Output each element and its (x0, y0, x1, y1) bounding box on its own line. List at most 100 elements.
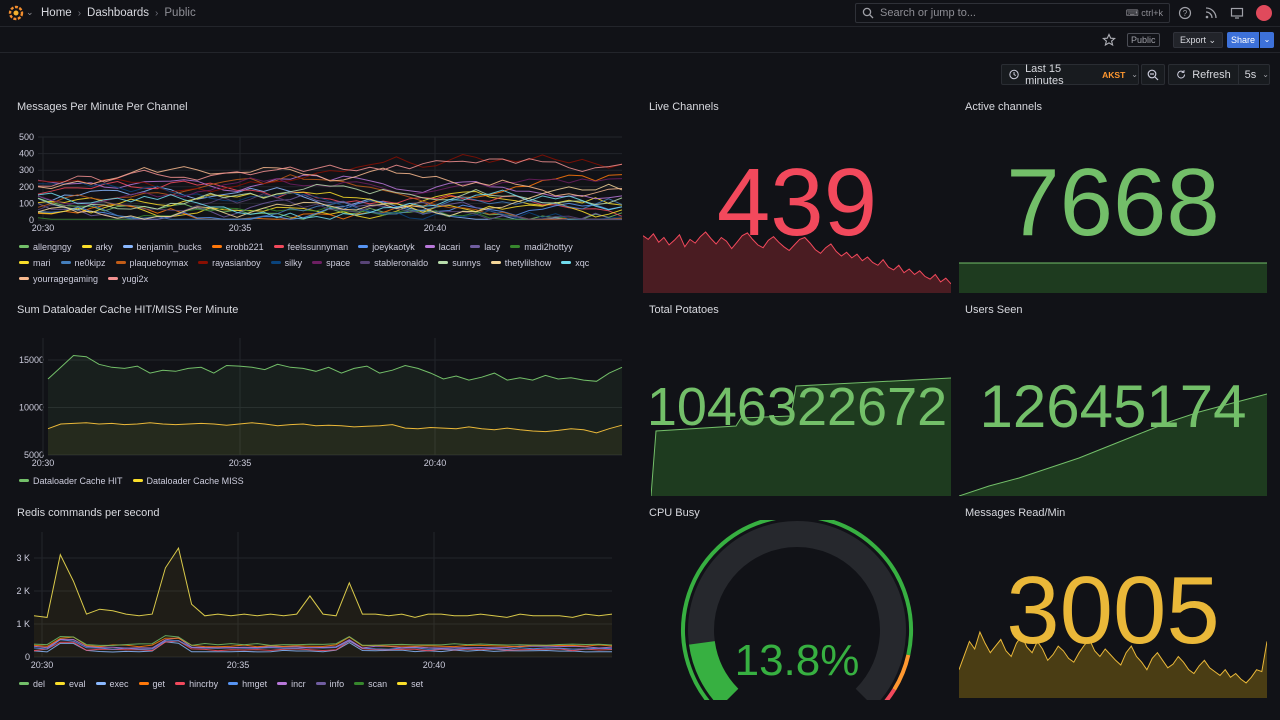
legend-swatch (312, 261, 323, 264)
zoom-out-button[interactable] (1141, 64, 1165, 85)
panel-title: Active channels (965, 101, 1043, 113)
legend-item[interactable]: madi2hottyy (510, 240, 573, 253)
keyboard-icon: ⌨ (1125, 8, 1139, 18)
time-range-picker[interactable]: Last 15 minutes AKST ⌄ (1001, 63, 1139, 87)
messages-timeseries-chart[interactable]: 500 400 300 200 100 020:30 20:35 20:40 (10, 125, 626, 237)
legend-label: erobb221 (225, 241, 264, 252)
messages-read-sparkline (959, 630, 1267, 698)
legend-item[interactable]: scan (354, 677, 387, 690)
refresh-label: Refresh (1192, 68, 1231, 81)
series-area (48, 422, 622, 455)
legend-label: exec (109, 678, 129, 689)
clock-icon (1009, 69, 1019, 80)
legend-item[interactable]: del (19, 677, 45, 690)
breadcrumb-home[interactable]: Home (41, 7, 72, 19)
legend-swatch (438, 261, 449, 264)
legend-item[interactable]: space (312, 256, 350, 269)
legend-item[interactable]: allengngy (19, 240, 72, 253)
refresh-divider (1237, 65, 1239, 84)
live-channels-sparkline (643, 231, 951, 293)
legend-item[interactable]: arky (81, 240, 113, 253)
legend-swatch (360, 261, 371, 264)
legend-item[interactable]: get (138, 677, 165, 690)
legend-label: eval (69, 678, 86, 689)
legend-item[interactable]: stableronaldo (360, 256, 428, 269)
legend-item[interactable]: plaqueboymax (115, 256, 188, 269)
news-feed-icon[interactable] (1204, 6, 1218, 20)
kiosk-mode-icon[interactable] (1230, 6, 1244, 20)
legend-item[interactable]: rayasianboy (198, 256, 261, 269)
star-icon[interactable] (1102, 33, 1116, 47)
legend-label: info (329, 678, 345, 689)
legend-item[interactable]: thetylilshow (490, 256, 552, 269)
series-line (33, 546, 613, 618)
export-button[interactable]: Export ⌄ (1173, 32, 1224, 48)
refresh-interval-picker[interactable]: 5s (1244, 68, 1257, 81)
legend-item[interactable]: Dataloader Cache HIT (19, 474, 123, 487)
live-channels-value: 439 (716, 149, 878, 256)
legend-swatch (270, 261, 281, 264)
legend-item[interactable]: yugi2x (108, 272, 148, 285)
legend-item[interactable]: xqc (561, 256, 589, 269)
legend-item[interactable]: yourragegaming (19, 272, 98, 285)
legend-label: silky (284, 257, 303, 268)
logo-menu-chevron-icon[interactable]: ⌄ (26, 7, 34, 17)
legend-label: space (326, 257, 351, 268)
series-line (37, 158, 623, 187)
legend-item[interactable]: erobb221 (211, 240, 264, 253)
legend-item[interactable]: set (397, 677, 423, 690)
legend-item[interactable]: hincrby (175, 677, 218, 690)
share-dropdown-button[interactable]: ⌄ (1260, 32, 1274, 48)
user-avatar[interactable] (1256, 5, 1272, 21)
search-input[interactable]: Search or jump to... ⌨ ctrl+k (855, 3, 1170, 23)
legend-item[interactable]: sunnys (438, 256, 481, 269)
legend-item[interactable]: ne0kipz (60, 256, 106, 269)
legend-item[interactable]: benjamin_bucks (122, 240, 202, 253)
legend-swatch (277, 682, 288, 685)
sparkline-line (959, 630, 1267, 684)
legend-swatch (424, 245, 435, 248)
gauge-track (688, 521, 906, 700)
share-button[interactable]: Share (1227, 32, 1259, 48)
refresh-button[interactable]: Refresh 5s ⌄ (1168, 64, 1270, 85)
legend-label: hmget (242, 678, 268, 689)
legend-swatch (55, 682, 66, 685)
legend-swatch (60, 261, 71, 264)
legend-item[interactable]: joeykaotyk (358, 240, 415, 253)
search-placeholder: Search or jump to... (880, 7, 976, 19)
legend-label: allengngy (33, 241, 72, 252)
legend-label: lacari (438, 241, 461, 252)
y-tick-label: 3 K (16, 553, 30, 563)
active-channels-sparkline (959, 262, 1267, 293)
help-icon[interactable]: ? (1178, 6, 1192, 20)
grafana-logo-icon[interactable] (8, 5, 24, 21)
legend-item[interactable]: exec (95, 677, 129, 690)
legend-item[interactable]: eval (55, 677, 86, 690)
search-shortcut-label: ctrl+k (1141, 8, 1163, 18)
legend-item[interactable]: Dataloader Cache MISS (132, 474, 244, 487)
legend-item[interactable]: incr (277, 677, 306, 690)
y-tick-label: 1 K (16, 619, 30, 629)
y-tick-label: 2 K (16, 586, 30, 596)
redis-legend: del eval exec get hincrby hmget incr info scan se… (19, 677, 619, 690)
legend-item[interactable]: lacy (470, 240, 500, 253)
legend-item[interactable]: lacari (424, 240, 461, 253)
legend-label: arky (95, 241, 113, 252)
legend-item[interactable]: info (315, 677, 345, 690)
redis-commands-chart[interactable]: 3 K 2 K 1 K 020:30 20:35 20:40 (10, 532, 626, 674)
breadcrumb-dashboards[interactable]: Dashboards (87, 7, 150, 19)
legend-swatch (138, 682, 149, 685)
legend-item[interactable]: hmget (228, 677, 267, 690)
search-icon (862, 7, 874, 19)
legend-swatch (315, 682, 326, 685)
legend-swatch (108, 277, 119, 280)
legend-label: del (33, 678, 46, 689)
legend-label: benjamin_bucks (136, 241, 202, 252)
legend-item[interactable]: mari (19, 256, 51, 269)
series-line (33, 640, 613, 652)
legend-item[interactable]: silky (270, 256, 303, 269)
legend-swatch (175, 682, 186, 685)
legend-label: thetylilshow (504, 257, 552, 268)
legend-item[interactable]: feelssunnyman (273, 240, 348, 253)
